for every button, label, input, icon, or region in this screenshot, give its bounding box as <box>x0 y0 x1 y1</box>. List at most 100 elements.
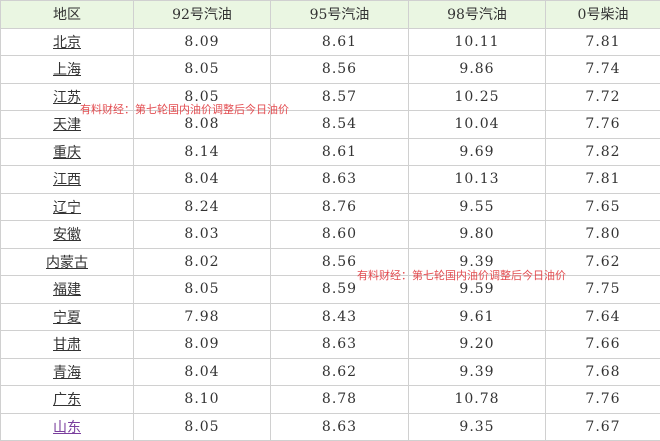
price-cell: 8.05 <box>134 276 271 304</box>
region-cell: 宁夏 <box>1 303 134 331</box>
price-cell: 8.61 <box>271 28 409 56</box>
price-cell: 8.54 <box>271 111 409 139</box>
region-link[interactable]: 宁夏 <box>53 310 81 326</box>
price-cell: 8.09 <box>134 331 271 359</box>
region-cell: 山东 <box>1 413 134 441</box>
price-cell: 7.68 <box>546 358 660 386</box>
price-cell: 8.05 <box>134 413 271 441</box>
price-cell: 9.35 <box>409 413 546 441</box>
price-cell: 8.04 <box>134 166 271 194</box>
region-link[interactable]: 江西 <box>53 172 81 188</box>
price-cell: 8.14 <box>134 138 271 166</box>
price-cell: 8.05 <box>134 56 271 84</box>
price-cell: 8.24 <box>134 193 271 221</box>
region-link[interactable]: 北京 <box>53 35 81 51</box>
price-cell: 8.63 <box>271 331 409 359</box>
region-link[interactable]: 天津 <box>53 117 81 133</box>
region-cell: 江西 <box>1 166 134 194</box>
region-cell: 内蒙古 <box>1 248 134 276</box>
price-cell: 7.65 <box>546 193 660 221</box>
region-cell: 安徽 <box>1 221 134 249</box>
region-cell: 上海 <box>1 56 134 84</box>
region-cell: 辽宁 <box>1 193 134 221</box>
region-link[interactable]: 甘肃 <box>53 337 81 353</box>
price-cell: 8.43 <box>271 303 409 331</box>
region-cell: 福建 <box>1 276 134 304</box>
region-link[interactable]: 青海 <box>53 365 81 381</box>
column-header: 地区 <box>1 1 134 29</box>
price-cell: 9.80 <box>409 221 546 249</box>
price-cell: 8.78 <box>271 386 409 414</box>
price-cell: 8.10 <box>134 386 271 414</box>
region-cell: 北京 <box>1 28 134 56</box>
price-cell: 8.04 <box>134 358 271 386</box>
region-link[interactable]: 福建 <box>53 282 81 298</box>
price-cell: 8.57 <box>271 83 409 111</box>
region-cell: 重庆 <box>1 138 134 166</box>
price-cell: 8.63 <box>271 166 409 194</box>
region-link[interactable]: 山东 <box>53 420 81 436</box>
price-cell: 10.13 <box>409 166 546 194</box>
region-link[interactable]: 重庆 <box>53 145 81 161</box>
region-cell: 甘肃 <box>1 331 134 359</box>
price-cell: 7.67 <box>546 413 660 441</box>
price-cell: 7.76 <box>546 386 660 414</box>
price-cell: 9.55 <box>409 193 546 221</box>
price-cell: 8.56 <box>271 56 409 84</box>
price-cell: 8.62 <box>271 358 409 386</box>
price-cell: 7.81 <box>546 166 660 194</box>
price-cell: 8.60 <box>271 221 409 249</box>
watermark: 有料财经：第七轮国内油价调整后今日油价 <box>80 101 289 117</box>
price-cell: 9.20 <box>409 331 546 359</box>
price-cell: 9.69 <box>409 138 546 166</box>
region-link[interactable]: 上海 <box>53 62 81 78</box>
price-cell: 7.98 <box>134 303 271 331</box>
region-link[interactable]: 江苏 <box>53 90 81 106</box>
price-cell: 7.82 <box>546 138 660 166</box>
price-cell: 8.02 <box>134 248 271 276</box>
region-link[interactable]: 广东 <box>53 392 81 408</box>
price-cell: 10.11 <box>409 28 546 56</box>
price-cell: 9.86 <box>409 56 546 84</box>
column-header: 98号汽油 <box>409 1 546 29</box>
price-cell: 7.74 <box>546 56 660 84</box>
price-cell: 10.25 <box>409 83 546 111</box>
price-cell: 8.63 <box>271 413 409 441</box>
price-cell: 7.76 <box>546 111 660 139</box>
price-cell: 8.76 <box>271 193 409 221</box>
region-link[interactable]: 内蒙古 <box>46 255 88 271</box>
price-cell: 7.64 <box>546 303 660 331</box>
column-header: 92号汽油 <box>134 1 271 29</box>
price-cell: 7.66 <box>546 331 660 359</box>
price-cell: 9.39 <box>409 358 546 386</box>
column-header: 0号柴油 <box>546 1 660 29</box>
price-cell: 8.09 <box>134 28 271 56</box>
region-link[interactable]: 辽宁 <box>53 200 81 216</box>
region-cell: 青海 <box>1 358 134 386</box>
price-cell: 8.03 <box>134 221 271 249</box>
price-cell: 7.81 <box>546 28 660 56</box>
price-cell: 7.80 <box>546 221 660 249</box>
price-cell: 10.04 <box>409 111 546 139</box>
column-header: 95号汽油 <box>271 1 409 29</box>
price-cell: 9.61 <box>409 303 546 331</box>
region-link[interactable]: 安徽 <box>53 227 81 243</box>
region-cell: 广东 <box>1 386 134 414</box>
watermark: 有料财经：第七轮国内油价调整后今日油价 <box>357 267 566 283</box>
price-cell: 8.61 <box>271 138 409 166</box>
price-cell: 7.72 <box>546 83 660 111</box>
price-cell: 10.78 <box>409 386 546 414</box>
